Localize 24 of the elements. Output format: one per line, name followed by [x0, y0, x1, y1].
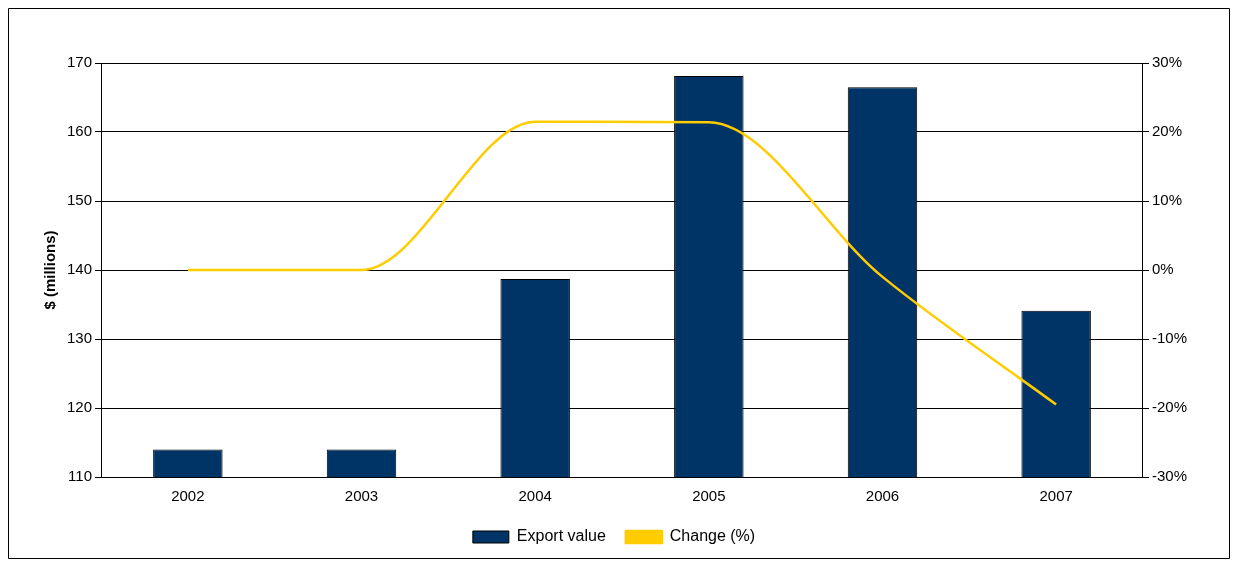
legend-label: Change (%)	[669, 527, 756, 545]
y2-tick-label: -30%	[1151, 467, 1188, 485]
legend-label: Export value	[516, 527, 606, 545]
x-tick-label: 2007	[1039, 487, 1073, 505]
y2-tick-label: -20%	[1151, 398, 1188, 416]
y2-tick-label: 10%	[1151, 191, 1183, 209]
x-tick-label: 2006	[865, 487, 900, 505]
y-tick-label: 130	[67, 329, 93, 347]
y2-tick-label: 0%	[1151, 260, 1174, 278]
y2-tick-label: 30%	[1151, 53, 1183, 71]
y-tick-label: 140	[67, 260, 93, 278]
y-tick-label: 120	[67, 398, 93, 416]
y-tick-label: 170	[67, 53, 93, 71]
x-tick-label: 2003	[344, 487, 379, 505]
y-tick-label: 110	[68, 467, 93, 485]
y2-tick-label: 20%	[1151, 122, 1183, 140]
y-axis-title: $ (millions)	[41, 230, 59, 310]
x-tick-label: 2004	[518, 487, 552, 505]
line-series	[186, 120, 1058, 406]
y-tick-label: 150	[67, 191, 93, 209]
x-tick-label: 2002	[171, 487, 205, 505]
y2-tick-label: -10%	[1151, 329, 1188, 347]
y-tick-label: 160	[67, 122, 93, 140]
x-tick-label: 2005	[692, 487, 726, 505]
